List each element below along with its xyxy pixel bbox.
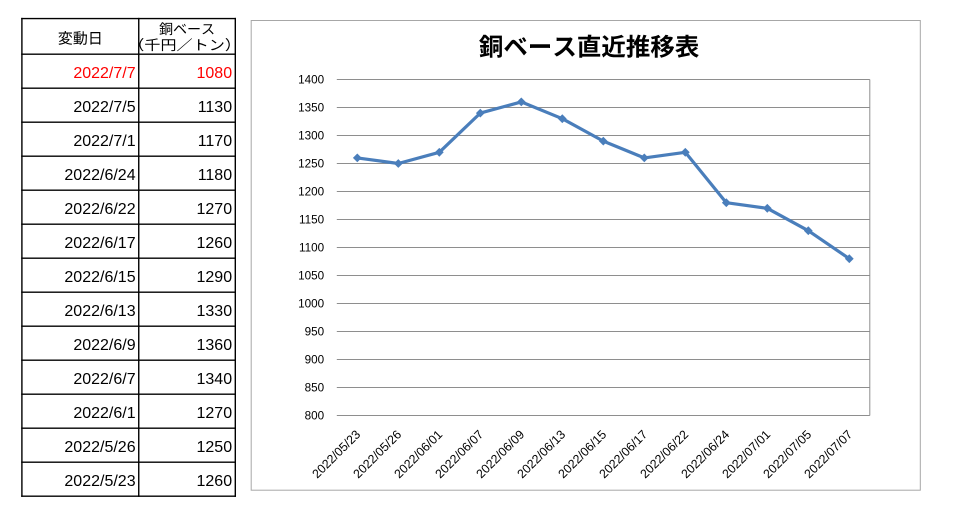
svg-text:2022/7/5: 2022/7/5 (73, 99, 135, 116)
svg-text:2022/6/13: 2022/6/13 (64, 303, 135, 320)
svg-text:850: 850 (305, 382, 325, 395)
svg-text:1400: 1400 (298, 74, 325, 87)
svg-text:1350: 1350 (298, 102, 325, 115)
svg-text:1260: 1260 (197, 473, 233, 490)
svg-text:1250: 1250 (197, 439, 233, 456)
svg-text:1250: 1250 (298, 158, 325, 171)
svg-text:2022/7/1: 2022/7/1 (73, 133, 135, 150)
svg-text:1000: 1000 (298, 298, 325, 311)
svg-text:2022/7/7: 2022/7/7 (73, 65, 135, 82)
svg-text:1340: 1340 (197, 371, 233, 388)
svg-text:1200: 1200 (298, 186, 325, 199)
svg-text:1050: 1050 (298, 270, 325, 283)
svg-text:1150: 1150 (299, 214, 325, 227)
svg-text:1100: 1100 (299, 242, 325, 255)
svg-text:1260: 1260 (197, 235, 233, 252)
svg-text:2022/6/9: 2022/6/9 (73, 337, 135, 354)
svg-text:900: 900 (305, 354, 325, 367)
svg-text:1300: 1300 (298, 130, 325, 143)
svg-text:2022/6/17: 2022/6/17 (64, 235, 135, 252)
svg-text:2022/6/1: 2022/6/1 (73, 405, 135, 422)
svg-text:2022/6/7: 2022/6/7 (73, 371, 135, 388)
svg-text:1180: 1180 (198, 167, 233, 184)
svg-text:1080: 1080 (197, 65, 233, 82)
svg-text:950: 950 (305, 326, 325, 339)
svg-text:1290: 1290 (197, 269, 233, 286)
svg-text:2022/6/22: 2022/6/22 (64, 201, 135, 218)
svg-text:2022/5/23: 2022/5/23 (64, 473, 135, 490)
svg-text:2022/6/15: 2022/6/15 (64, 269, 135, 286)
svg-text:1170: 1170 (198, 133, 233, 150)
svg-text:1360: 1360 (197, 337, 233, 354)
svg-text:2022/5/26: 2022/5/26 (64, 439, 135, 456)
svg-text:1330: 1330 (197, 303, 233, 320)
svg-text:1270: 1270 (197, 201, 233, 218)
svg-text:1130: 1130 (198, 99, 233, 116)
svg-text:2022/6/24: 2022/6/24 (64, 167, 135, 184)
svg-text:1270: 1270 (197, 405, 233, 422)
svg-text:800: 800 (305, 410, 325, 423)
